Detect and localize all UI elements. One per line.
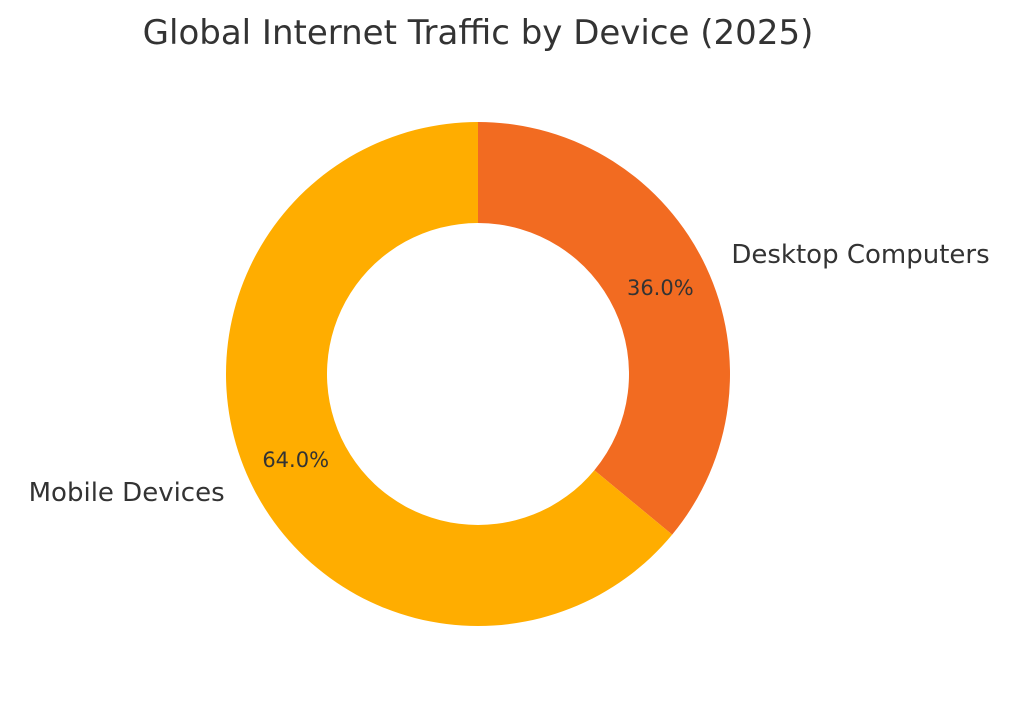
- slice-pct-mobile-devices: 64.0%: [262, 448, 329, 472]
- slice-group: [225, 122, 730, 626]
- slice-label-mobile-devices: Mobile Devices: [29, 478, 225, 508]
- chart-title: Global Internet Traffic by Device (2025): [143, 13, 814, 53]
- slice-label-desktop-computers: Desktop Computers: [731, 240, 989, 270]
- slice-mobile-devices: [225, 122, 673, 626]
- label-group: Desktop Computers 36.0% Mobile Devices 64.0…: [29, 240, 990, 508]
- slice-desktop-computers: [478, 122, 730, 535]
- slice-pct-desktop-computers: 36.0%: [627, 276, 694, 300]
